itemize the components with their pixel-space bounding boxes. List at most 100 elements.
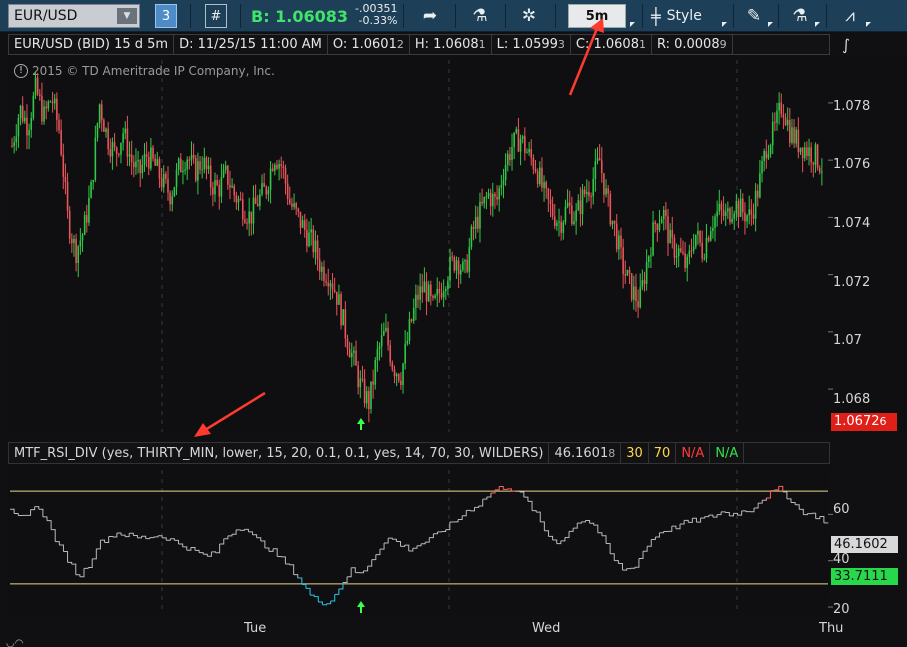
price-candle: [532, 157, 535, 169]
price-candle: [553, 216, 556, 227]
gear-icon[interactable]: ✲: [521, 6, 537, 26]
rsi-line-segment: [367, 559, 373, 567]
rsi-line-segment: [281, 556, 286, 564]
price-candle: [506, 153, 509, 165]
rsi-line-segment: [256, 537, 262, 541]
buy-signal-arrow: [357, 418, 365, 430]
rsi-line-segment: [754, 503, 759, 509]
price-candle: [735, 200, 738, 214]
price-candle: [288, 198, 291, 204]
price-candle: [733, 213, 736, 219]
price-candle: [588, 191, 590, 197]
share-icon[interactable]: ➦: [422, 6, 438, 26]
price-candle: [703, 258, 706, 260]
price-candle: [340, 294, 342, 326]
rsi-line-segment: [704, 515, 710, 518]
rsi-line-segment: [125, 533, 130, 538]
price-candle: [592, 178, 595, 197]
link-group-button[interactable]: 3: [155, 4, 177, 28]
price-candle: [727, 208, 729, 212]
price-candle: [791, 127, 793, 143]
rsi-line-segment: [322, 603, 328, 606]
price-candle: [519, 138, 522, 152]
price-candle: [455, 260, 458, 271]
price-candle: [162, 173, 165, 188]
change-value: -.00351: [355, 2, 398, 15]
price-candle: [763, 150, 765, 162]
price-candle: [353, 350, 355, 353]
price-candle: [474, 216, 477, 229]
rsi-line-segment: [293, 574, 299, 579]
price-candle: [19, 105, 22, 119]
price-candle: [673, 237, 676, 258]
chart-settings-icon[interactable]: ∫: [842, 36, 850, 54]
price-candle: [620, 235, 622, 248]
chevron-down-icon[interactable]: ▼: [117, 8, 137, 24]
price-candle: [739, 198, 742, 217]
candles-icon: ╪: [651, 6, 661, 26]
price-candle: [308, 232, 310, 247]
price-candle: [596, 158, 599, 162]
annotation-arrowhead: [194, 423, 211, 437]
price-candle: [199, 161, 201, 170]
price-candle: [333, 289, 336, 292]
style-label: Style: [666, 8, 702, 24]
price-candle: [447, 280, 449, 290]
annotation-arrow: [204, 391, 266, 432]
price-candle: [577, 200, 580, 211]
time-axis[interactable]: [0, 616, 907, 647]
price-candle: [551, 203, 554, 217]
rsi-line-segment: [667, 526, 673, 532]
lower-study-panel[interactable]: [8, 465, 830, 615]
price-candle: [92, 180, 94, 183]
price-candle: [231, 185, 233, 188]
hash-button[interactable]: #: [205, 4, 227, 28]
price-candle: [17, 118, 20, 137]
rsi-line-segment: [552, 539, 558, 544]
study-value: 46.16018: [549, 443, 622, 463]
price-candle: [750, 209, 753, 215]
price-candle: [485, 196, 488, 198]
rsi-line-segment: [51, 529, 56, 542]
price-candle: [579, 200, 582, 215]
price-candle: [613, 220, 616, 224]
drawing-tools-icon[interactable]: ⩘: [845, 6, 855, 26]
symbol-selector[interactable]: EUR/USD ▼: [8, 4, 140, 28]
study-header[interactable]: MTF_RSI_DIV (yes, THIRTY_MIN, lower, 15,…: [8, 442, 830, 464]
rsi-line-segment: [684, 519, 689, 523]
price-candle: [611, 220, 614, 225]
price-candle: [216, 180, 218, 185]
study-name[interactable]: MTF_RSI_DIV (yes, THIRTY_MIN, lower, 15,…: [9, 443, 550, 463]
price-candle: [806, 147, 808, 156]
price-candle: [677, 248, 680, 257]
price-candle: [645, 262, 648, 284]
scroll-handle-icon[interactable]: ◡◠: [6, 638, 24, 647]
price-candle: [539, 167, 541, 184]
flask-icon[interactable]: ⚗: [472, 6, 488, 26]
pencil-icon[interactable]: ✎: [746, 6, 762, 26]
price-candle: [26, 117, 28, 136]
style-button[interactable]: ╪ Style: [651, 4, 702, 28]
price-candle: [767, 153, 770, 159]
price-candle: [239, 198, 242, 200]
price-axis[interactable]: [830, 56, 907, 434]
rsi-line-segment: [515, 490, 521, 492]
price-candle: [468, 247, 471, 272]
price-candle: [427, 284, 430, 302]
price-candle: [323, 266, 325, 282]
studies-flask-icon[interactable]: ⚗: [792, 6, 808, 26]
price-candle: [793, 127, 795, 144]
rsi-line-segment: [634, 558, 640, 568]
price-candle: [254, 197, 257, 204]
price-candle: [194, 157, 197, 181]
price-candle: [812, 162, 815, 165]
rsi-line-segment: [273, 548, 278, 557]
price-candle: [184, 169, 186, 171]
price-candle: [521, 136, 524, 139]
rsi-line-segment: [445, 521, 451, 531]
price-candle: [440, 293, 443, 298]
price-candle: [391, 362, 394, 370]
price-candle: [581, 189, 584, 215]
info-icon[interactable]: !: [14, 64, 28, 78]
price-panel[interactable]: [8, 56, 830, 434]
